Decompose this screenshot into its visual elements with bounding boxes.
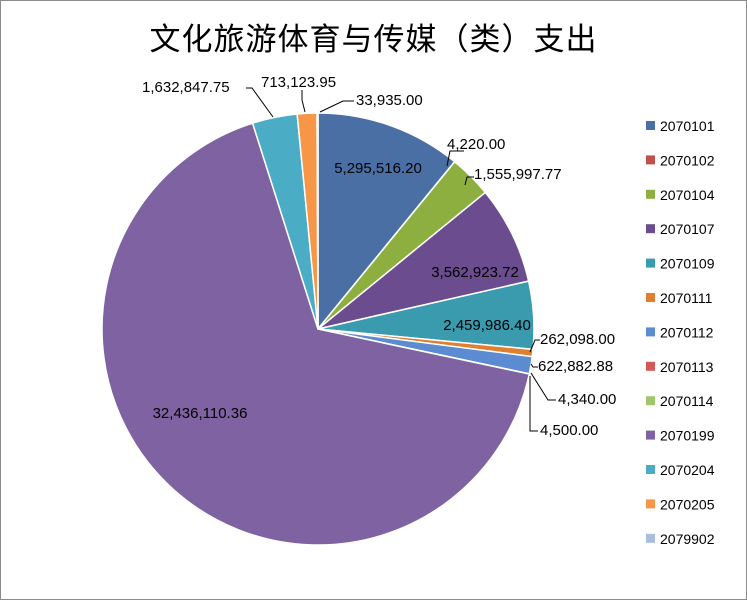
legend-label-2070114: 2070114: [660, 393, 714, 409]
pie-slice-2070107: [317, 191, 530, 330]
legend-swatch-2079902: [646, 533, 655, 543]
legend-label-2079902: 2079902: [660, 531, 715, 547]
legend-label-2070104: 2070104: [660, 187, 715, 203]
legend-swatch-2070107: [646, 224, 655, 234]
legend-swatch-2070114: [646, 396, 655, 406]
legend-label-2070112: 2070112: [660, 324, 714, 340]
leader-line-2070112: [530, 363, 538, 368]
data-label-2070114: 4,500.00: [540, 422, 598, 439]
pie-slice-2070199: [101, 122, 531, 546]
legend-swatch-2070104: [646, 189, 655, 199]
leader-line-2070111: [529, 339, 540, 353]
legend-label-2070205: 2070205: [660, 496, 715, 512]
leader-line-2070204: [246, 87, 274, 118]
legend-swatch-2070199: [646, 430, 655, 440]
leader-line-2070113: [530, 372, 556, 401]
data-label-2070112: 622,882.88: [538, 358, 613, 375]
legend-label-2070204: 2070204: [660, 462, 715, 478]
chart-title: 文化旅游体育与传媒（类）支出: [149, 22, 598, 58]
data-label-2070111: 262,098.00: [540, 331, 615, 348]
data-label-2070109: 2,459,986.40: [443, 317, 531, 334]
data-label-2070204: 1,632,847.75: [142, 79, 230, 96]
legend-swatch-2070109: [646, 258, 655, 268]
data-label-2079902: 33,935.00: [356, 92, 423, 109]
legend-label-2070113: 2070113: [660, 359, 714, 375]
leader-line-2070114: [529, 376, 538, 432]
legend-label-2070102: 2070102: [660, 152, 715, 168]
legend-swatch-2070113: [646, 361, 655, 371]
legend-label-2070111: 2070111: [660, 290, 713, 306]
data-label-2070104: 1,555,997.77: [474, 166, 562, 183]
legend-swatch-2070112: [646, 327, 655, 337]
leader-line-2070102: [446, 150, 464, 167]
leader-line-2070104: [464, 176, 474, 186]
legend-swatch-2070111: [646, 293, 655, 302]
pie-slice-2070101: [317, 112, 456, 332]
leader-line-2079902: [319, 100, 354, 113]
data-label-2070205: 713,123.95: [261, 74, 336, 91]
data-label-2070101: 5,295,516.20: [334, 160, 422, 177]
legend-label-2070109: 2070109: [660, 256, 715, 272]
data-label-2070107: 3,562,923.72: [431, 264, 519, 281]
legend-label-2070101: 2070101: [660, 118, 715, 134]
legend-label-2070107: 2070107: [660, 221, 715, 237]
leader-line-2070205: [301, 90, 306, 113]
data-label-2070113: 4,340.00: [558, 391, 616, 408]
legend-swatch-2070101: [646, 121, 655, 130]
pie-slice-2079902: [316, 112, 319, 330]
legend-swatch-2070205: [646, 499, 655, 509]
legend-swatch-2070102: [646, 155, 655, 165]
data-label-2070102: 4,220.00: [447, 136, 505, 153]
legend-swatch-2070204: [646, 465, 655, 474]
data-label-2070199: 32,436,110.36: [153, 405, 248, 422]
legend-label-2070199: 2070199: [660, 428, 715, 444]
